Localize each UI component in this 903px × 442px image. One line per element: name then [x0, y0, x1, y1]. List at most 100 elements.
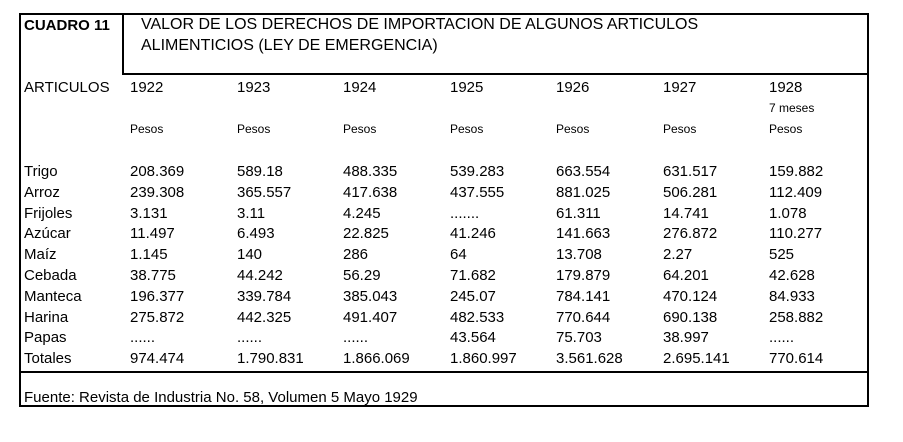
table-cell: 3.131 — [130, 205, 168, 222]
row-label: Azúcar — [24, 225, 71, 242]
table-cell: 179.879 — [556, 267, 611, 284]
header-divider-horizontal — [122, 73, 869, 75]
table-cell: 385.043 — [343, 288, 398, 305]
table-cell: 770.644 — [556, 309, 611, 326]
row-label: Manteca — [24, 288, 82, 305]
articulos-header: ARTICULOS — [24, 79, 110, 96]
table-cell: 690.138 — [663, 309, 718, 326]
table-cell: 2.695.141 — [663, 350, 730, 367]
table-cell: 42.628 — [769, 267, 815, 284]
table-cell: 2.27 — [663, 246, 693, 263]
table-cell: 1.860.997 — [450, 350, 517, 367]
table-cell: 84.933 — [769, 288, 815, 305]
table-cell: 11.497 — [130, 225, 175, 242]
table-cell: 437.555 — [450, 184, 505, 201]
table-cell: 38.775 — [130, 267, 176, 284]
table-cell: 6.493 — [237, 225, 275, 242]
year-header: 1926 — [556, 79, 590, 96]
table-cell: 239.308 — [130, 184, 185, 201]
table-cell: 1.790.831 — [237, 350, 304, 367]
table-cell: 589.18 — [237, 163, 283, 180]
table-cell: 1.078 — [769, 205, 807, 222]
table-cell: 140 — [237, 246, 263, 263]
row-label: Papas — [24, 329, 67, 346]
table-title-line2: ALIMENTICIOS (LEY DE EMERGENCIA) — [141, 37, 438, 54]
unit-label: Pesos — [663, 122, 697, 136]
table-frame — [19, 13, 869, 407]
table-cell: 196.377 — [130, 288, 185, 305]
table-cell: 442.325 — [237, 309, 292, 326]
row-label: Trigo — [24, 163, 58, 180]
year-note: 7 meses — [769, 101, 815, 115]
table-cell: 64 — [450, 246, 467, 263]
table-cell: 208.369 — [130, 163, 185, 180]
table-cell: 663.554 — [556, 163, 611, 180]
row-label: Totales — [24, 350, 72, 367]
year-header: 1923 — [237, 79, 271, 96]
table-cell: 245.07 — [450, 288, 496, 305]
table-cell: ...... — [769, 329, 795, 346]
source-note: Fuente: Revista de Industria No. 58, Vol… — [24, 389, 418, 406]
table-cell: 112.409 — [769, 184, 823, 201]
table-cell: 470.124 — [663, 288, 718, 305]
table-cell: 159.882 — [769, 163, 824, 180]
table-cell: 286 — [343, 246, 369, 263]
year-header: 1927 — [663, 79, 697, 96]
row-label: Arroz — [24, 184, 60, 201]
row-label: Maíz — [24, 246, 57, 263]
table-cell: 539.283 — [450, 163, 505, 180]
row-label: Frijoles — [24, 205, 73, 222]
table-cell: 56.29 — [343, 267, 381, 284]
table-cell: 110.277 — [769, 225, 823, 242]
row-label: Cebada — [24, 267, 77, 284]
footer-divider — [19, 371, 869, 373]
table-cell: 22.825 — [343, 225, 389, 242]
table-cell: 44.242 — [237, 267, 283, 284]
unit-label: Pesos — [769, 122, 803, 136]
year-header: 1925 — [450, 79, 484, 96]
table-cell: 482.533 — [450, 309, 505, 326]
table-cell: 365.557 — [237, 184, 292, 201]
table-cell: 506.281 — [663, 184, 718, 201]
unit-label: Pesos — [450, 122, 484, 136]
table-cell: ....... — [450, 205, 480, 222]
table-cell: 339.784 — [237, 288, 292, 305]
year-header: 1922 — [130, 79, 164, 96]
table-cell: ...... — [343, 329, 369, 346]
table-title-line1: VALOR DE LOS DERECHOS DE IMPORTACION DE … — [141, 16, 699, 33]
table-cell: 525 — [769, 246, 795, 263]
table-cell: 14.741 — [663, 205, 709, 222]
year-header: 1924 — [343, 79, 377, 96]
table-cell: 631.517 — [663, 163, 718, 180]
table-cell: 3.561.628 — [556, 350, 623, 367]
table-cell: 38.997 — [663, 329, 709, 346]
table-label: CUADRO 11 — [24, 17, 110, 34]
table-cell: ...... — [130, 329, 156, 346]
table-cell: 13.708 — [556, 246, 602, 263]
table-cell: 770.614 — [769, 350, 824, 367]
table-cell: 71.682 — [450, 267, 496, 284]
table-cell: 1.866.069 — [343, 350, 410, 367]
row-label: Harina — [24, 309, 69, 326]
table-cell: 3.11 — [237, 205, 266, 222]
table-cell: 64.201 — [663, 267, 709, 284]
table-cell: 488.335 — [343, 163, 398, 180]
table-cell: ...... — [237, 329, 263, 346]
header-divider-vertical — [122, 13, 124, 75]
table-cell: 61.311 — [556, 205, 601, 222]
table-cell: 974.474 — [130, 350, 185, 367]
table-cell: 275.872 — [130, 309, 185, 326]
unit-label: Pesos — [556, 122, 590, 136]
table-cell: 491.407 — [343, 309, 398, 326]
year-header: 1928 — [769, 79, 803, 96]
table-cell: 43.564 — [450, 329, 496, 346]
table-cell: 881.025 — [556, 184, 611, 201]
table-cell: 141.663 — [556, 225, 611, 242]
table-cell: 4.245 — [343, 205, 381, 222]
unit-label: Pesos — [237, 122, 271, 136]
unit-label: Pesos — [130, 122, 164, 136]
table-cell: 276.872 — [663, 225, 718, 242]
unit-label: Pesos — [343, 122, 377, 136]
table-cell: 75.703 — [556, 329, 602, 346]
table-cell: 1.145 — [130, 246, 168, 263]
